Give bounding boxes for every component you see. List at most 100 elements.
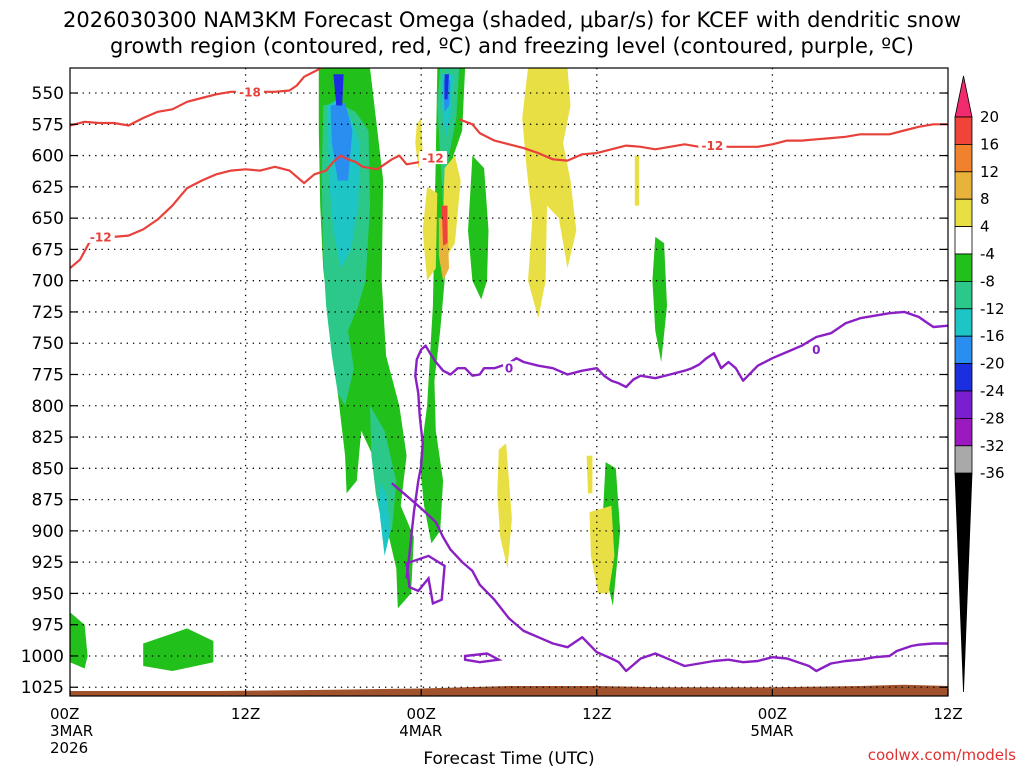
y-tick-label-900: 900 bbox=[32, 522, 64, 542]
colorbar-swatch-4 bbox=[954, 198, 973, 227]
chart-title-line2: growth region (contoured, red, ºC) and f… bbox=[110, 34, 914, 58]
colorbar-label-8: -16 bbox=[980, 327, 1005, 345]
omega-shading bbox=[70, 68, 667, 671]
freezing-level-loop-a bbox=[405, 554, 446, 606]
site-credit: coolwx.com/models bbox=[868, 746, 1016, 764]
y-tick-label-675: 675 bbox=[32, 240, 64, 260]
ground-fill bbox=[70, 684, 948, 696]
contour-label-minus18-bg bbox=[235, 84, 264, 98]
colorbar-swatch-9 bbox=[954, 335, 973, 365]
omega-region-d1 bbox=[333, 74, 344, 106]
y-tick-label-725: 725 bbox=[32, 303, 64, 323]
contour-label-minus12-a: -12 bbox=[90, 230, 112, 244]
colorbar-label-12: -32 bbox=[980, 437, 1005, 455]
colorbar-label-13: -36 bbox=[980, 464, 1005, 482]
contour-label-minus12-b: -12 bbox=[422, 152, 444, 166]
omega-region-w9 bbox=[70, 612, 88, 669]
x-tick-label-48: 00Z bbox=[758, 705, 787, 723]
contour-labels: -18 -12 -12 -12 0 0 bbox=[86, 84, 823, 376]
colorbar-label-4: 4 bbox=[980, 218, 990, 236]
omega-region-w8 bbox=[652, 236, 667, 362]
colorbar-label-6: -8 bbox=[980, 272, 995, 290]
contour-label-minus18: -18 bbox=[239, 85, 261, 99]
x-tick-label-60: 12Z bbox=[933, 705, 962, 723]
contour-freezing-level-lower bbox=[391, 482, 948, 673]
freezing-level-loop-b bbox=[463, 652, 503, 664]
contour-freezing-level bbox=[405, 310, 948, 579]
omega-region-y7 bbox=[586, 455, 593, 494]
colorbar-label-1: 16 bbox=[980, 135, 999, 153]
colorbar-swatch-13 bbox=[954, 445, 973, 474]
y-tick-label-1000: 1000 bbox=[21, 647, 64, 667]
grid bbox=[70, 68, 948, 696]
colorbar-label-11: -28 bbox=[980, 409, 1005, 427]
y-tick-label-850: 850 bbox=[32, 459, 64, 479]
omega-region-y8 bbox=[634, 155, 640, 206]
x-tick-year: 2026 bbox=[50, 739, 88, 757]
omega-region-b1 bbox=[330, 103, 353, 181]
colorbar-label-10: -24 bbox=[980, 382, 1005, 400]
omega-region-w5 bbox=[419, 68, 466, 544]
y-tick-label-775: 775 bbox=[32, 365, 64, 385]
colorbar-swatch-10 bbox=[954, 363, 973, 392]
y-tick-label-1025: 1025 bbox=[21, 678, 64, 698]
colorbar-swatch-5 bbox=[954, 226, 973, 255]
x-tick-date-24: 4MAR bbox=[399, 722, 442, 740]
x-tick-date-48: 5MAR bbox=[750, 722, 793, 740]
y-tick-label-750: 750 bbox=[32, 334, 64, 354]
omega-region-t2 bbox=[370, 405, 397, 531]
omega-region-y1 bbox=[522, 68, 577, 319]
colorbar-swatch-6 bbox=[954, 253, 973, 282]
contour-dgz_-12C_a bbox=[70, 154, 445, 270]
contour-label-zero-a-bg bbox=[503, 361, 515, 375]
colorbar-label-7: -12 bbox=[980, 300, 1005, 318]
contour-label-minus12-c: -12 bbox=[702, 139, 724, 153]
contour-label-minus12-b-bg bbox=[418, 151, 447, 165]
colorbar-swatch-1 bbox=[954, 116, 973, 145]
colorbar-label-3: 8 bbox=[980, 190, 990, 208]
y-tick-label-650: 650 bbox=[32, 209, 64, 229]
contour-dgz_-18C bbox=[70, 68, 323, 127]
x-tick-label-36: 12Z bbox=[582, 705, 611, 723]
colorbar-swatch-8 bbox=[954, 308, 973, 337]
colorbar-label-9: -20 bbox=[980, 355, 1005, 373]
ground-terrain bbox=[70, 684, 948, 696]
y-tick-label-550: 550 bbox=[32, 84, 64, 104]
y-axis: 550 575 600 625 650 675 700 725 750 775 800 825 850 8… bbox=[21, 84, 948, 698]
colorbar-swatch-12 bbox=[954, 417, 973, 447]
colorbar-swatch-2 bbox=[954, 143, 973, 173]
y-tick-label-575: 575 bbox=[32, 115, 64, 135]
y-tick-label-825: 825 bbox=[32, 428, 64, 448]
colorbar-top-arrow bbox=[954, 75, 973, 118]
y-tick-label-875: 875 bbox=[32, 491, 64, 511]
y-tick-label-950: 950 bbox=[32, 584, 64, 604]
omega-region-c2 bbox=[378, 480, 391, 556]
y-tick-label-925: 925 bbox=[32, 553, 64, 573]
plot-frame bbox=[69, 67, 949, 697]
chart-title-line1: 2026030300 NAM3KM Forecast Omega (shaded… bbox=[63, 8, 961, 32]
colorbar-swatch-3 bbox=[954, 171, 973, 200]
y-tick-label-800: 800 bbox=[32, 397, 64, 417]
colorbar: 20 16 12 8 4 -4 -8 -12 -16 -20 -24 -28 -32 -36 bbox=[954, 75, 1005, 693]
x-tick-date-0: 3MAR bbox=[50, 722, 93, 740]
x-axis-title: Forecast Time (UTC) bbox=[423, 749, 594, 768]
colorbar-label-2: 12 bbox=[980, 163, 999, 181]
x-tick-label-12: 12Z bbox=[231, 705, 260, 723]
colorbar-swatch-11 bbox=[954, 390, 973, 419]
colorbar-label-5: -4 bbox=[980, 245, 995, 263]
x-tick-label-24: 00Z bbox=[407, 705, 436, 723]
colorbar-swatch-7 bbox=[954, 280, 973, 310]
omega-region-w6 bbox=[468, 155, 489, 300]
x-tick-label-0: 00Z bbox=[50, 705, 79, 723]
y-tick-label-700: 700 bbox=[32, 272, 64, 292]
omega-region-w10 bbox=[143, 628, 214, 671]
contour-label-zero-b: 0 bbox=[812, 343, 820, 357]
y-tick-label-975: 975 bbox=[32, 616, 64, 636]
omega-region-d2 bbox=[444, 74, 449, 100]
contour-label-zero-b-bg bbox=[810, 342, 823, 356]
omega-region-y6 bbox=[497, 443, 512, 569]
omega-region-y3 bbox=[422, 186, 438, 281]
colorbar-label-0: 20 bbox=[980, 108, 999, 126]
